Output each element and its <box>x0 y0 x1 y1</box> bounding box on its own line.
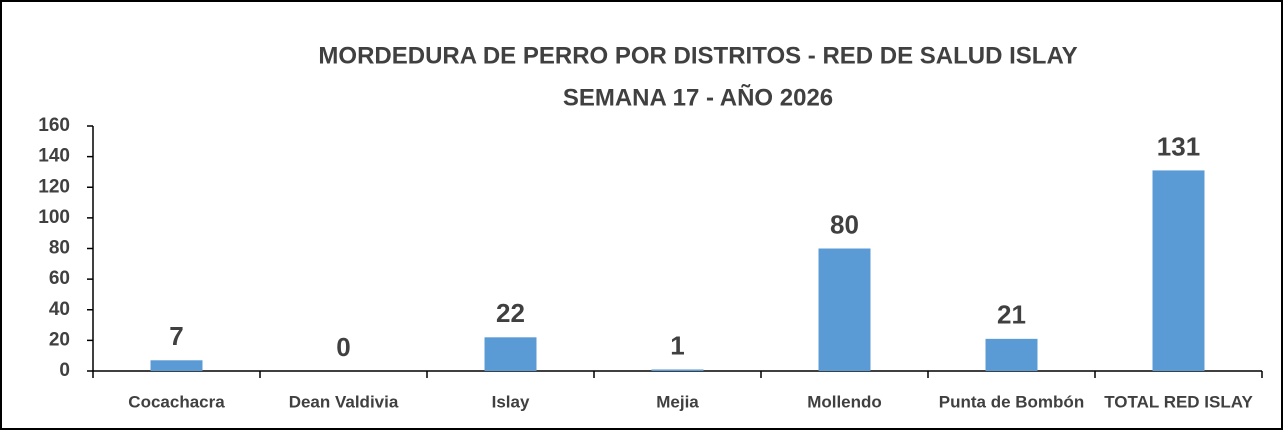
data-label: 22 <box>496 298 525 328</box>
bar <box>818 248 871 371</box>
bar <box>651 369 704 371</box>
x-tick-label: TOTAL RED ISLAY <box>1104 392 1253 411</box>
data-label: 0 <box>336 332 350 362</box>
y-tick-label: 140 <box>38 146 70 167</box>
y-tick-label: 120 <box>38 176 70 197</box>
bar <box>484 337 537 371</box>
data-label: 7 <box>169 321 183 351</box>
bar <box>985 338 1038 371</box>
y-tick-label: 20 <box>49 329 70 350</box>
chart-subtitle: SEMANA 17 - AÑO 2026 <box>563 83 833 111</box>
bar <box>1152 170 1205 371</box>
x-tick-label: Dean Valdivia <box>289 392 399 411</box>
y-tick-label: 40 <box>49 299 70 320</box>
y-tick-label: 100 <box>38 207 70 228</box>
data-label: 80 <box>830 209 859 239</box>
chart-title: MORDEDURA DE PERRO POR DISTRITOS - RED D… <box>318 42 1077 69</box>
y-tick-label: 160 <box>38 115 70 136</box>
x-tick-label: Mollendo <box>807 392 882 411</box>
data-label: 131 <box>1157 131 1200 161</box>
data-label: 21 <box>997 300 1026 330</box>
y-tick-label: 0 <box>59 360 70 381</box>
x-tick-label: Islay <box>492 392 530 411</box>
data-label: 1 <box>670 330 684 360</box>
bar <box>150 360 203 371</box>
y-tick-label: 80 <box>49 238 70 259</box>
y-tick-label: 60 <box>49 268 70 289</box>
x-tick-label: Mejia <box>656 392 699 411</box>
x-tick-label: Punta de Bombón <box>939 392 1084 411</box>
x-tick-label: Cocachacra <box>128 392 225 411</box>
